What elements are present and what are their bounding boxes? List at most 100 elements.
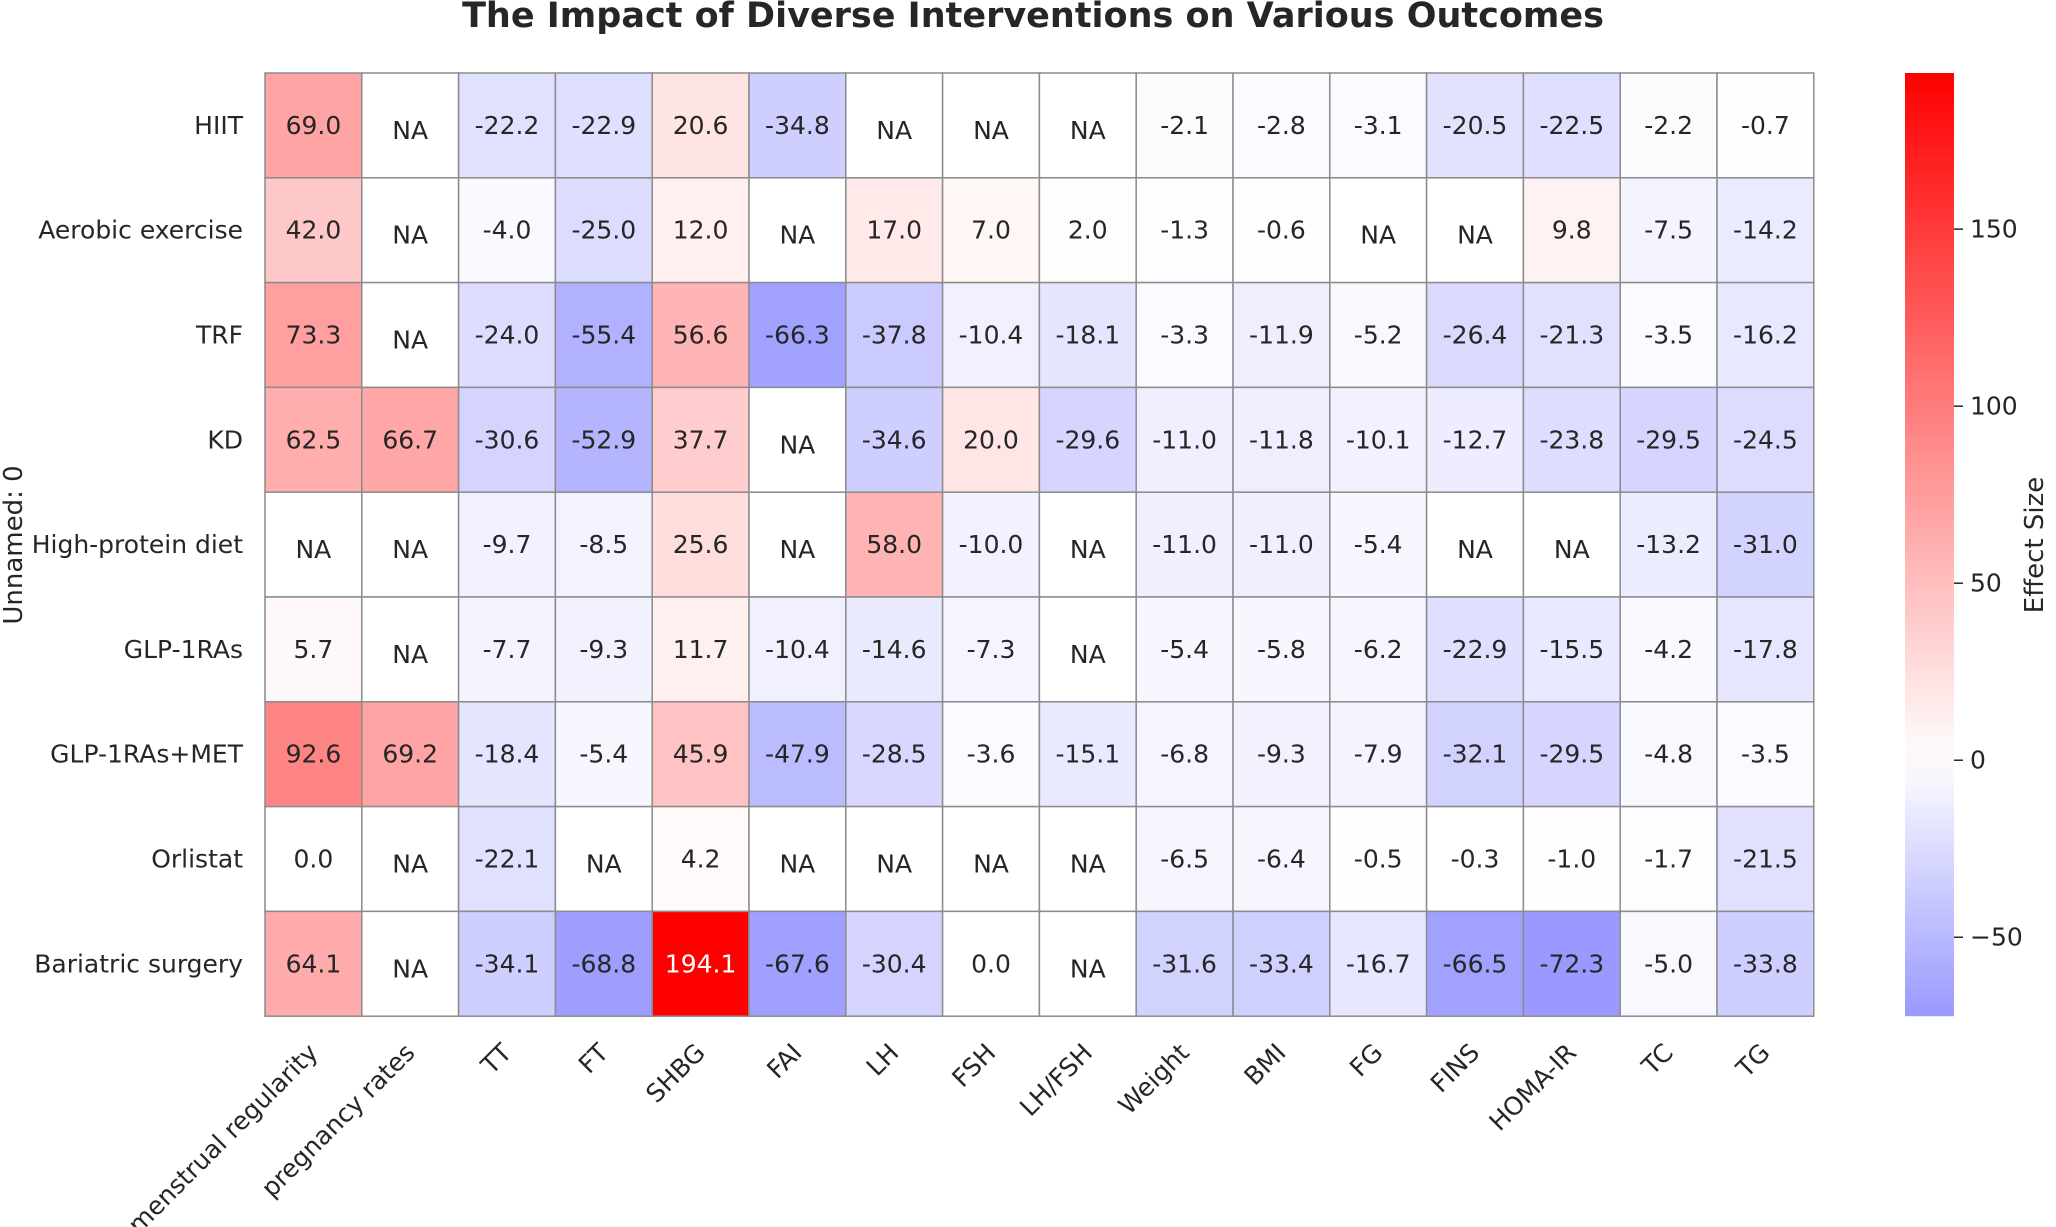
cell-value-label: -12.7 [1443, 425, 1508, 454]
na-label: NA [779, 430, 815, 459]
row-label: GLP-1RAs+MET [50, 740, 244, 769]
heatmap-cell [1038, 596, 1137, 703]
cell-value-label: -0.5 [1354, 845, 1403, 874]
na-label: NA [392, 221, 428, 250]
cell-value-label: -11.8 [1249, 425, 1314, 454]
heatmap-cell [651, 491, 750, 598]
column-label: TT [475, 1037, 518, 1080]
colorbar-tick-label: −50 [1970, 923, 2023, 952]
cell-value-label: -10.4 [765, 635, 830, 664]
heatmap-cell [1329, 491, 1428, 598]
cell-value-label: -22.2 [475, 111, 540, 140]
cell-value-label: -0.3 [1451, 845, 1500, 874]
cell-value-label: -7.9 [1354, 740, 1403, 769]
cell-value-label: 0.0 [294, 845, 334, 874]
cell-value-label: -2.1 [1160, 111, 1209, 140]
heatmap-cell [1232, 596, 1331, 703]
heatmap-cell [554, 910, 653, 1017]
heatmap-cell [554, 805, 653, 913]
cell-value-label: -30.6 [475, 425, 540, 454]
heatmap-cell [361, 386, 460, 493]
heatmap-cell [457, 386, 557, 493]
heatmap-cell [554, 72, 653, 179]
heatmap-cell [748, 805, 847, 913]
heatmap-cell [554, 177, 653, 284]
heatmap-cell [651, 596, 750, 703]
cell-value-label: -31.0 [1733, 530, 1798, 559]
heatmap-cell [1619, 596, 1718, 703]
heatmap-cell [1329, 72, 1428, 179]
heatmap-cell [1425, 177, 1525, 284]
heatmap-cell [1232, 281, 1331, 389]
column-label: HOMA-IR [1483, 1038, 1582, 1137]
cell-value-label: -1.0 [1547, 845, 1596, 874]
cell-value-label: -13.2 [1636, 530, 1701, 559]
na-label: NA [392, 535, 428, 564]
na-label: NA [1070, 850, 1106, 879]
cell-value-label: -21.5 [1733, 845, 1798, 874]
cell-value-label: -9.3 [1257, 740, 1306, 769]
cell-value-label: -4.8 [1644, 740, 1693, 769]
row-label: Orlistat [151, 845, 243, 874]
heatmap-cell [845, 386, 944, 493]
cell-value-label: -23.8 [1539, 425, 1604, 454]
cell-value-label: -8.5 [579, 530, 628, 559]
na-label: NA [1554, 535, 1590, 564]
heatmap-cell [1716, 910, 1815, 1017]
heatmap-cell [1329, 701, 1428, 808]
heatmap-cell [1425, 386, 1525, 493]
heatmap-cell [457, 910, 557, 1017]
heatmap-cell [361, 177, 460, 284]
cell-value-label: -37.8 [862, 321, 927, 350]
na-label: NA [1457, 535, 1493, 564]
column-label: FINS [1425, 1038, 1485, 1098]
heatmap-cell [845, 805, 944, 913]
column-label: FSH [946, 1038, 1001, 1093]
cell-value-label: 194.1 [665, 949, 737, 978]
heatmap-cell [264, 910, 363, 1017]
heatmap-cell [1135, 805, 1234, 913]
heatmap-cell [554, 701, 653, 808]
cell-value-label: 5.7 [294, 635, 334, 664]
heatmap-cell [554, 491, 653, 598]
column-label: LH/FSH [1014, 1038, 1098, 1122]
na-label: NA [1070, 116, 1106, 145]
heatmap-cell [1038, 177, 1137, 284]
cell-value-label: 64.1 [286, 949, 342, 978]
cell-value-label: -6.5 [1160, 845, 1209, 874]
heatmap-cell [361, 596, 460, 703]
column-label: FT [573, 1037, 615, 1079]
heatmap-cell [941, 701, 1041, 808]
cell-value-label: -47.9 [765, 740, 830, 769]
column-label: menstrual regularity [122, 1038, 323, 1227]
heatmap-cell [651, 281, 750, 389]
heatmap-cell [941, 596, 1041, 703]
cell-value-label: -33.4 [1249, 949, 1314, 978]
cell-value-label: -9.7 [483, 530, 532, 559]
na-label: NA [779, 850, 815, 879]
cell-value-label: -66.3 [765, 321, 830, 350]
cell-value-label: -22.9 [571, 111, 636, 140]
colorbar-ticks: −50 0 50 100 150 [1954, 215, 2023, 952]
cell-value-label: 17.0 [866, 216, 922, 245]
heatmap-cell [361, 910, 460, 1017]
cell-value-label: -7.3 [967, 635, 1016, 664]
heatmap-cell [1038, 701, 1137, 808]
cell-value-label: -14.6 [862, 635, 927, 664]
row-label: High-protein diet [32, 530, 243, 559]
heatmap-cell [1425, 491, 1525, 598]
row-label: KD [207, 425, 243, 454]
heatmap-cell [1038, 805, 1137, 913]
cell-value-label: -34.6 [862, 425, 927, 454]
cell-value-label: -67.6 [765, 949, 830, 978]
heatmap-cell [941, 805, 1041, 913]
cell-value-label: -29.5 [1539, 740, 1604, 769]
na-label: NA [586, 850, 622, 879]
heatmap-cell [845, 701, 944, 808]
cell-value-label: -9.3 [579, 635, 628, 664]
na-label: NA [973, 116, 1009, 145]
cell-value-label: 11.7 [673, 635, 729, 664]
cell-value-label: -2.2 [1644, 111, 1693, 140]
heatmap-cell [1135, 491, 1234, 598]
